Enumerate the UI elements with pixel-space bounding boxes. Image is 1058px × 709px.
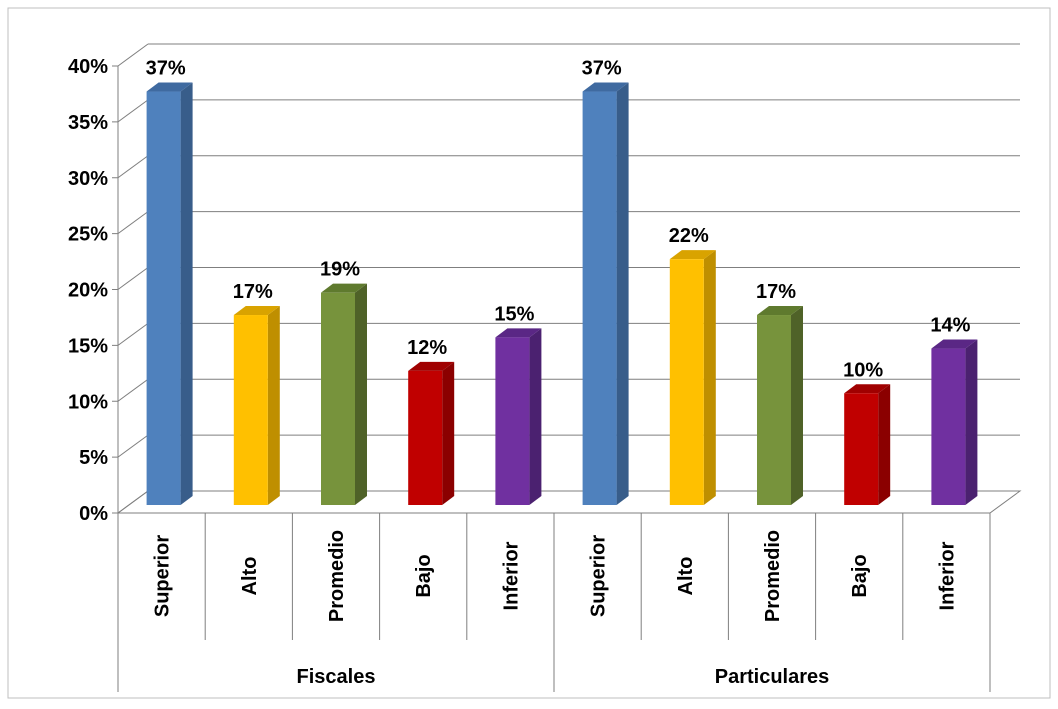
bar bbox=[233, 306, 280, 505]
bar bbox=[669, 250, 716, 505]
group-label: Fiscales bbox=[297, 666, 376, 688]
x-tick-label: Bajo bbox=[413, 554, 435, 597]
gridline-side bbox=[117, 43, 149, 67]
x-tick-label: Superior bbox=[152, 535, 174, 617]
bar-side bbox=[442, 361, 455, 505]
bar bbox=[931, 339, 978, 505]
bar-top bbox=[844, 384, 891, 394]
gridline-side bbox=[117, 155, 149, 179]
bar bbox=[495, 328, 542, 505]
bar-side bbox=[180, 82, 193, 506]
y-tick-label: 15% bbox=[68, 335, 108, 357]
bar-side bbox=[529, 328, 542, 505]
x-tick-label: Superior bbox=[588, 535, 610, 617]
bar bbox=[146, 82, 193, 506]
bar-front bbox=[582, 91, 617, 506]
gridline-side bbox=[117, 378, 149, 402]
x-tick-label: Alto bbox=[675, 557, 697, 596]
data-label: 12% bbox=[407, 337, 447, 359]
bar-side bbox=[791, 306, 803, 505]
bar bbox=[582, 82, 629, 506]
y-tick-label: 40% bbox=[68, 56, 108, 78]
gridline-side bbox=[117, 267, 149, 290]
y-tick-label: 30% bbox=[68, 168, 108, 190]
bar-front bbox=[495, 337, 530, 505]
bar-side bbox=[355, 283, 367, 505]
y-tick-label: 10% bbox=[68, 391, 108, 413]
x-tick-label: Bajo bbox=[849, 554, 871, 597]
bar bbox=[321, 283, 367, 505]
bar-top bbox=[321, 283, 367, 293]
bar-side bbox=[965, 339, 978, 505]
data-label: 17% bbox=[233, 281, 273, 303]
bar-side bbox=[267, 306, 280, 505]
gridline-side bbox=[117, 99, 149, 123]
gridline-side bbox=[117, 434, 149, 458]
bar-front bbox=[844, 393, 879, 505]
y-tick-label: 35% bbox=[68, 112, 108, 134]
y-tick-label: 20% bbox=[68, 280, 108, 302]
gridline-side bbox=[117, 211, 149, 235]
data-label: 37% bbox=[146, 58, 186, 80]
bar-top bbox=[408, 361, 455, 371]
bar-front bbox=[931, 348, 966, 505]
x-tick-label: Inferior bbox=[500, 541, 522, 610]
bar bbox=[757, 306, 803, 505]
bar-side bbox=[616, 82, 629, 506]
y-tick-label: 25% bbox=[68, 224, 108, 246]
data-label: 22% bbox=[669, 225, 709, 247]
gridline-side bbox=[117, 322, 149, 346]
bar-front bbox=[321, 292, 355, 505]
bar-top bbox=[582, 82, 629, 92]
bar-front bbox=[408, 370, 443, 505]
bar-top bbox=[757, 306, 803, 316]
gridline-side bbox=[117, 490, 149, 514]
bar-front bbox=[146, 91, 181, 506]
bar bbox=[408, 361, 455, 505]
bar-front bbox=[233, 315, 268, 505]
bar-front bbox=[669, 259, 704, 505]
group-label: Particulares bbox=[715, 666, 830, 688]
bar-top bbox=[495, 328, 542, 338]
bar-side bbox=[878, 384, 891, 505]
bar-top bbox=[669, 250, 716, 260]
data-label: 37% bbox=[582, 58, 622, 80]
bar-top bbox=[233, 306, 280, 316]
bar-front bbox=[757, 315, 791, 505]
y-tick-label: 0% bbox=[79, 503, 108, 525]
data-label: 15% bbox=[494, 303, 534, 325]
y-tick-label: 5% bbox=[79, 447, 108, 469]
x-tick-label: Inferior bbox=[936, 541, 958, 610]
data-label: 19% bbox=[320, 259, 360, 281]
data-label: 17% bbox=[756, 281, 796, 303]
x-tick-label: Promedio bbox=[762, 530, 784, 622]
bar-side bbox=[703, 250, 716, 505]
data-label: 14% bbox=[930, 315, 970, 337]
bar bbox=[844, 384, 891, 505]
bar-top bbox=[146, 82, 193, 92]
data-label: 10% bbox=[843, 359, 883, 381]
x-tick-label: Alto bbox=[239, 557, 261, 596]
x-tick-label: Promedio bbox=[326, 530, 348, 622]
bar-top bbox=[931, 339, 978, 349]
